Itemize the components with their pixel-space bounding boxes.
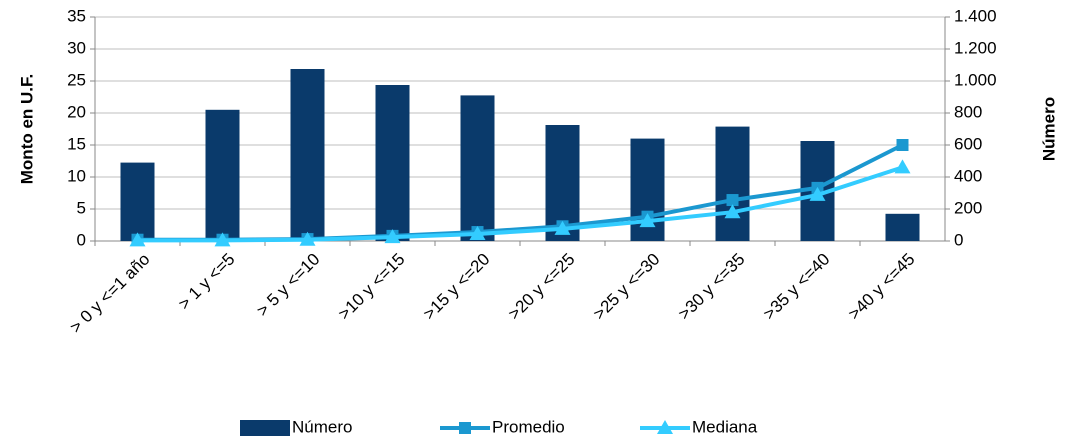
- point: [724, 204, 741, 219]
- x-tick-label: > 5 y <=10: [253, 250, 324, 321]
- y2-tick-label: 800: [954, 102, 982, 121]
- y-tick-label: 0: [77, 230, 86, 249]
- y-axis-title: Monto en U.F.: [17, 74, 36, 184]
- point: [896, 139, 909, 151]
- y2-tick-label: 600: [954, 134, 982, 153]
- y-tick-label: 25: [67, 70, 86, 89]
- bar: [205, 109, 240, 241]
- x-tick-label: >40 y <=45: [845, 250, 919, 324]
- y-tick-label: 30: [67, 38, 86, 57]
- x-tick-label: >35 y <=40: [760, 250, 834, 324]
- x-tick-label: > 1 y <=5: [175, 250, 239, 314]
- legend-swatch: [240, 420, 290, 436]
- bar: [290, 69, 325, 241]
- bar: [375, 85, 410, 241]
- x-tick-label: >30 y <=35: [675, 250, 749, 324]
- y-tick-label: 5: [77, 198, 86, 217]
- y-tick-label: 10: [67, 166, 86, 185]
- legend-marker: [459, 422, 471, 434]
- y2-tick-label: 1.400: [954, 6, 997, 25]
- x-tick-label: >25 y <=30: [590, 250, 664, 324]
- legend-label: Mediana: [692, 417, 758, 436]
- y-tick-label: 35: [67, 6, 86, 25]
- bar: [460, 95, 495, 242]
- x-tick-label: >15 y <=20: [420, 250, 494, 324]
- bar: [120, 162, 155, 241]
- point: [129, 232, 146, 247]
- x-tick-label: >20 y <=25: [505, 250, 579, 324]
- legend-marker: [657, 420, 673, 434]
- point: [299, 231, 316, 246]
- line: [137, 143, 904, 242]
- point: [726, 194, 739, 207]
- point: [469, 225, 486, 240]
- bar: [885, 213, 920, 241]
- point: [639, 213, 656, 228]
- legend-label: Promedio: [492, 417, 565, 436]
- y2-tick-label: 400: [954, 166, 982, 185]
- y-tick-label: 20: [67, 102, 86, 121]
- x-tick-label: >10 y <=15: [335, 250, 409, 324]
- x-tick-label: > 0 y <=1 año: [66, 250, 153, 337]
- point: [384, 229, 401, 244]
- y-tick-label: 15: [67, 134, 86, 153]
- legend-label: Número: [292, 417, 352, 436]
- bar: [715, 126, 750, 241]
- y2-tick-label: 1.000: [954, 70, 997, 89]
- y2-tick-label: 0: [954, 230, 963, 249]
- y2-tick-label: 200: [954, 198, 982, 217]
- line: [137, 165, 904, 243]
- point: [894, 159, 911, 174]
- y2-tick-label: 1.200: [954, 38, 997, 57]
- point: [809, 186, 826, 201]
- point: [214, 232, 231, 247]
- y2-axis-title: Número: [1039, 97, 1058, 161]
- point: [554, 220, 571, 235]
